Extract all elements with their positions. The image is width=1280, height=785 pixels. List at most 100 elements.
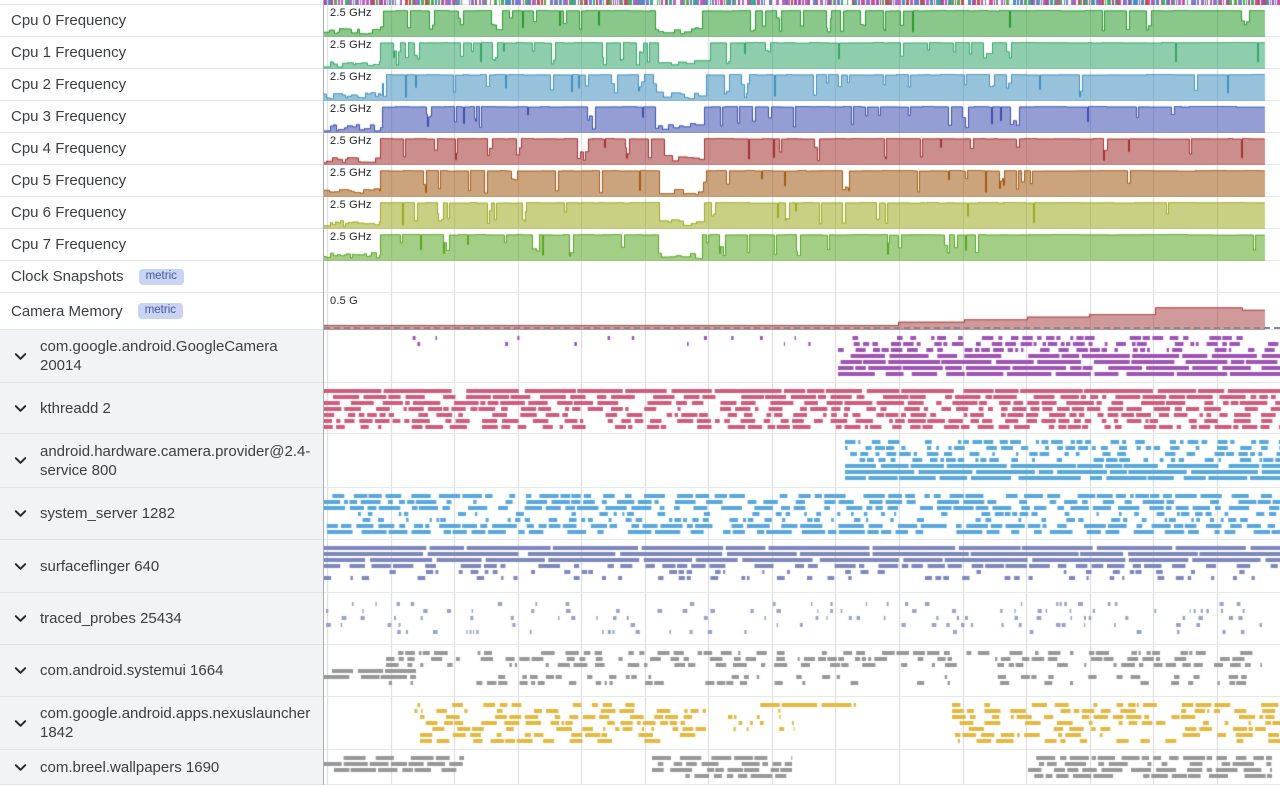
track-name-cpu6-frequency[interactable]: Cpu 6 Frequency	[0, 197, 323, 229]
cpu2-frequency-canvas[interactable]	[324, 69, 1280, 101]
track-name-surfaceflinger[interactable]: surfaceflinger 640	[0, 540, 323, 593]
cpu1-frequency-canvas[interactable]	[324, 37, 1280, 69]
track-timeline-systemui	[324, 645, 1280, 697]
systemui-canvas[interactable]	[324, 645, 1280, 697]
traced-probes-canvas[interactable]	[324, 593, 1280, 645]
counter-value-label: 2.5 GHz	[330, 135, 372, 147]
track-name-cpu2-frequency[interactable]: Cpu 2 Frequency	[0, 69, 323, 101]
track-label: system_server 1282	[40, 505, 176, 522]
track-timeline-traced-probes	[324, 593, 1280, 645]
track-name-breel-wallpapers[interactable]: com.breel.wallpapers 1690	[0, 750, 323, 785]
cpu5-frequency-canvas[interactable]	[324, 165, 1280, 197]
chevron-down-icon[interactable]	[9, 716, 31, 731]
track-timeline-cpu1-frequency: 2.5 GHz	[324, 37, 1280, 69]
camera-memory-canvas[interactable]	[324, 293, 1280, 330]
track-label: Cpu 7 Frequency	[11, 236, 127, 253]
track-label: Clock Snapshots	[11, 268, 124, 285]
kthreadd-canvas[interactable]	[324, 383, 1280, 434]
track-name-cpu7-frequency[interactable]: Cpu 7 Frequency	[0, 229, 323, 261]
track-timeline-clock-snapshots	[324, 261, 1280, 293]
track-name-panel: Cpu 0 Frequency Cpu 1 Frequency Cpu 2 Freq…	[0, 0, 324, 785]
track-name-nexuslauncher[interactable]: com.google.android.apps.nexuslauncher 18…	[0, 697, 323, 750]
chevron-down-icon[interactable]	[9, 663, 31, 678]
clock-snapshots-canvas[interactable]	[324, 261, 1280, 293]
track-name-clock-snapshots[interactable]: Clock Snapshots metric	[0, 261, 323, 293]
cpu6-frequency-canvas[interactable]	[324, 197, 1280, 229]
track-name-systemui[interactable]: com.android.systemui 1664	[0, 645, 323, 697]
chevron-down-icon[interactable]	[9, 559, 31, 574]
top-strip-canvas[interactable]	[324, 0, 1280, 5]
track-name-cpu5-frequency[interactable]: Cpu 5 Frequency	[0, 165, 323, 197]
counter-value-label: 2.5 GHz	[330, 7, 372, 19]
counter-value-label: 2.5 GHz	[330, 167, 372, 179]
counter-value-label: 2.5 GHz	[330, 103, 372, 115]
track-name-kthreadd[interactable]: kthreadd 2	[0, 383, 323, 434]
track-name-cpu4-frequency[interactable]: Cpu 4 Frequency	[0, 133, 323, 165]
track-name-cpu3-frequency[interactable]: Cpu 3 Frequency	[0, 101, 323, 133]
track-timeline-breel-wallpapers	[324, 750, 1280, 785]
track-timeline-cpu7-frequency: 2.5 GHz	[324, 229, 1280, 261]
track-label: com.breel.wallpapers 1690	[40, 758, 220, 776]
counter-value-label: 2.5 GHz	[330, 231, 372, 243]
track-label: Cpu 1 Frequency	[11, 44, 127, 61]
track-label: Camera Memory	[11, 302, 123, 320]
track-label: Cpu 5 Frequency	[11, 172, 127, 189]
track-name-cpu1-frequency[interactable]: Cpu 1 Frequency	[0, 37, 323, 69]
chevron-down-icon[interactable]	[9, 349, 31, 364]
track-label: Cpu 6 Frequency	[11, 204, 127, 221]
track-name-camera-provider[interactable]: android.hardware.camera.provider@2.4-ser…	[0, 434, 323, 488]
chevron-down-icon[interactable]	[9, 506, 31, 521]
track-label: traced_probes 25434	[40, 610, 182, 627]
track-label: kthreadd 2	[40, 399, 111, 417]
track-timeline-cpu6-frequency: 2.5 GHz	[324, 197, 1280, 229]
chevron-down-icon[interactable]	[9, 401, 31, 416]
track-label: surfaceflinger 640	[40, 557, 160, 575]
track-name-camera-memory[interactable]: Camera Memory metric	[0, 293, 323, 330]
metric-badge: metric	[137, 303, 183, 319]
track-timeline-cpu5-frequency: 2.5 GHz	[324, 165, 1280, 197]
track-name-system-server[interactable]: system_server 1282	[0, 488, 323, 540]
chevron-down-icon[interactable]	[9, 453, 31, 468]
track-name-googlecamera[interactable]: com.google.android.GoogleCamera 20014	[0, 330, 323, 383]
cpu7-frequency-canvas[interactable]	[324, 229, 1280, 261]
surfaceflinger-canvas[interactable]	[324, 540, 1280, 593]
timeline-tracks: 2.5 GHz 2.5 GHz 2.5 GHz 2.5 GHz 2.5 GHz 2.5 G…	[324, 0, 1280, 785]
track-label: Cpu 2 Frequency	[11, 76, 127, 93]
metric-badge: metric	[138, 268, 184, 285]
timeline-panel: 2.5 GHz 2.5 GHz 2.5 GHz 2.5 GHz 2.5 GHz 2.5 G…	[324, 0, 1280, 785]
system-server-canvas[interactable]	[324, 488, 1280, 540]
cpu4-frequency-canvas[interactable]	[324, 133, 1280, 165]
track-label: Cpu 4 Frequency	[11, 140, 127, 157]
track-label: com.google.android.GoogleCamera 20014	[40, 338, 278, 374]
track-timeline-system-server	[324, 488, 1280, 540]
counter-value-label: 0.5 G	[330, 295, 358, 307]
track-timeline-googlecamera	[324, 330, 1280, 383]
track-timeline-cpu3-frequency: 2.5 GHz	[324, 101, 1280, 133]
track-timeline-kthreadd	[324, 383, 1280, 434]
breel-wallpapers-canvas[interactable]	[324, 750, 1280, 785]
cpu0-frequency-canvas[interactable]	[324, 5, 1280, 37]
counter-value-label: 2.5 GHz	[330, 39, 372, 51]
nexuslauncher-canvas[interactable]	[324, 697, 1280, 750]
track-name-top-strip	[0, 0, 323, 5]
chevron-down-icon[interactable]	[9, 760, 31, 775]
track-timeline-camera-memory: 0.5 G	[324, 293, 1280, 330]
track-timeline-top-strip	[324, 0, 1280, 5]
track-name-traced-probes[interactable]: traced_probes 25434	[0, 593, 323, 645]
track-label: Cpu 3 Frequency	[11, 108, 127, 125]
counter-value-label: 2.5 GHz	[330, 71, 372, 83]
track-timeline-nexuslauncher	[324, 697, 1280, 750]
track-name-cpu0-frequency[interactable]: Cpu 0 Frequency	[0, 5, 323, 37]
track-timeline-cpu2-frequency: 2.5 GHz	[324, 69, 1280, 101]
track-timeline-surfaceflinger	[324, 540, 1280, 593]
pinned-area-divider[interactable]	[324, 327, 1280, 329]
googlecamera-canvas[interactable]	[324, 330, 1280, 383]
counter-value-label: 2.5 GHz	[330, 199, 372, 211]
cpu3-frequency-canvas[interactable]	[324, 101, 1280, 133]
camera-provider-canvas[interactable]	[324, 434, 1280, 488]
chevron-down-icon[interactable]	[9, 611, 31, 626]
track-label: com.google.android.apps.nexuslauncher 18…	[40, 705, 311, 741]
track-label: Cpu 0 Frequency	[11, 12, 127, 29]
track-timeline-cpu0-frequency: 2.5 GHz	[324, 5, 1280, 37]
